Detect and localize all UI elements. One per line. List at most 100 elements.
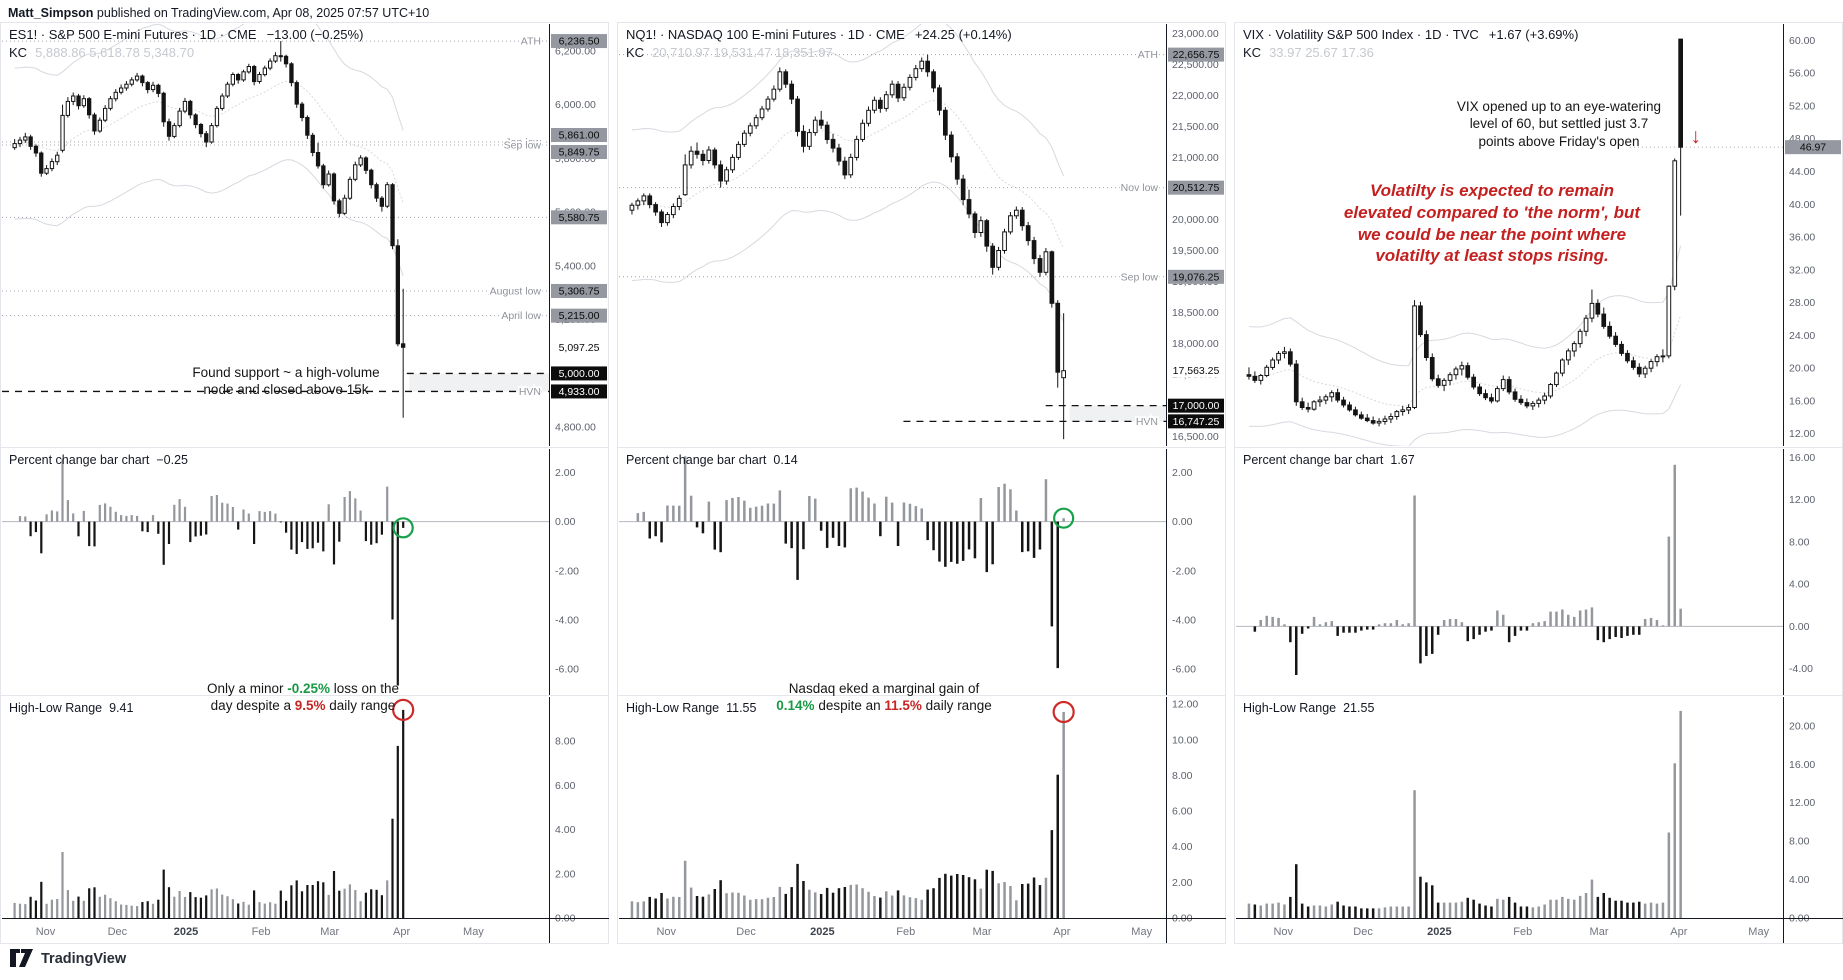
level-label: HVN bbox=[1136, 416, 1158, 428]
high-low-range-bar bbox=[56, 899, 59, 918]
tradingview-footer[interactable]: TradingView bbox=[10, 949, 126, 968]
high-low-range-bar bbox=[873, 896, 876, 918]
nq-high-low-range-canvas[interactable]: 12.00 10.00 8.00 6.00 4.00 2.00 0.00 Nov Dec 2025… bbox=[619, 697, 1226, 948]
nq-high-low-range-panel[interactable]: 12.00 10.00 8.00 6.00 4.00 2.00 0.00 Nov Dec 2025… bbox=[617, 696, 1226, 944]
candle bbox=[379, 197, 385, 207]
percent-change-bar bbox=[1436, 626, 1440, 635]
percent-change-bar bbox=[1366, 626, 1369, 630]
es-high-low-range-canvas[interactable]: 8.00 6.00 4.00 2.00 0.00 Nov Dec 2025 Feb Mar Apr M… bbox=[2, 697, 609, 948]
es-main-chart-canvas[interactable]: 4,800.005,000.005,200.005,400.005,600.00… bbox=[2, 2, 609, 451]
price-label-box bbox=[551, 384, 607, 399]
high-low-range-bar bbox=[263, 903, 266, 918]
candle bbox=[76, 95, 81, 107]
vix-high-low-range-panel[interactable]: 20.00 16.00 12.00 8.00 4.00 0.00 Nov Dec 2025 Feb… bbox=[1234, 696, 1843, 944]
candle bbox=[742, 132, 747, 145]
candle bbox=[17, 139, 23, 145]
price-label-box bbox=[1785, 140, 1841, 155]
nq-percent-change-panel[interactable]: 2.00 0.00 -2.00 -4.00 -6.00 Percent change b… bbox=[617, 448, 1226, 696]
high-low-range-bar bbox=[151, 903, 155, 918]
percent-change-bar bbox=[1537, 622, 1540, 627]
high-low-range-bar bbox=[1578, 895, 1582, 918]
es-main-chart-panel[interactable]: 4,800.005,000.005,200.005,400.005,600.00… bbox=[0, 2, 609, 451]
percent-change-bar bbox=[370, 521, 373, 545]
high-low-range-bar bbox=[247, 904, 250, 918]
high-low-range-bar bbox=[1265, 903, 1268, 918]
time-axis-label: Feb bbox=[252, 926, 271, 938]
percent-change-bar bbox=[18, 516, 22, 522]
high-low-range-bar bbox=[908, 897, 912, 918]
level-label: April low bbox=[501, 310, 541, 322]
candle bbox=[1672, 160, 1678, 287]
high-low-range-bar bbox=[295, 880, 298, 918]
percent-change-bar bbox=[707, 501, 711, 522]
nq-main-chart-panel[interactable]: 16,500.0017,000.0017,500.0018,000.0018,5… bbox=[617, 18, 1226, 451]
vix-percent-change-panel[interactable]: 16.00 12.00 8.00 4.00 0.00 -4.00 Percent chan… bbox=[1234, 448, 1843, 696]
level-label: Nov low bbox=[1121, 182, 1159, 194]
vix-main-chart-canvas[interactable]: 12.00 16.00 20.00 24.00 28.00 32.00 36.00 40.00… bbox=[1236, 24, 1843, 451]
percent-change-bar bbox=[701, 521, 705, 534]
high-low-range-bar bbox=[938, 877, 941, 918]
high-low-range-bar bbox=[18, 903, 22, 918]
high-low-range-bar bbox=[1537, 906, 1540, 918]
svg-text:8.00: 8.00 bbox=[1789, 536, 1810, 548]
high-low-range-bar bbox=[1513, 902, 1517, 918]
high-low-range-bar bbox=[1679, 710, 1682, 918]
time-axis-label: Dec bbox=[108, 926, 128, 938]
candle bbox=[1536, 399, 1542, 404]
es-percent-change-canvas[interactable]: 2.00 0.00 -2.00 -4.00 -6.00 bbox=[2, 449, 609, 700]
candle bbox=[901, 86, 907, 99]
percent-change-bar bbox=[719, 521, 722, 553]
svg-text:40.00: 40.00 bbox=[1789, 199, 1815, 211]
percent-change-bar bbox=[1312, 616, 1316, 627]
high-low-range-bar bbox=[1655, 903, 1659, 918]
candle bbox=[1477, 386, 1483, 395]
percent-change-bar bbox=[772, 503, 776, 522]
high-low-range-bar bbox=[660, 893, 663, 918]
time-axis-label: Nov bbox=[656, 926, 676, 938]
candle bbox=[665, 214, 670, 224]
vix-main-chart-panel[interactable]: 12.00 16.00 20.00 24.00 28.00 32.00 36.00 40.00… bbox=[1234, 22, 1843, 448]
percent-change-bar bbox=[1555, 611, 1558, 627]
es-percent-change-panel[interactable]: 2.00 0.00 -2.00 -4.00 -6.00 Percent change b… bbox=[0, 448, 609, 696]
percent-change-bar bbox=[183, 506, 187, 522]
svg-text:2.00: 2.00 bbox=[1172, 877, 1193, 889]
candle bbox=[801, 130, 806, 147]
high-low-range-bar bbox=[902, 895, 906, 918]
time-axis-label: Mar bbox=[973, 926, 992, 938]
candle bbox=[1014, 209, 1019, 217]
high-low-range-bar bbox=[194, 897, 197, 918]
nq-main-chart-canvas[interactable]: 16,500.0017,000.0017,500.0018,000.0018,5… bbox=[619, 18, 1226, 451]
svg-text:-6.00: -6.00 bbox=[555, 664, 579, 676]
high-low-range-bar bbox=[375, 889, 378, 918]
percent-change-bar bbox=[654, 521, 657, 537]
percent-change-bar bbox=[263, 511, 266, 522]
percent-change-bar bbox=[1342, 626, 1345, 633]
nq-percent-change-canvas[interactable]: 2.00 0.00 -2.00 -4.00 -6.00 bbox=[619, 449, 1226, 700]
high-low-range-bar bbox=[311, 885, 314, 918]
percent-change-bar bbox=[306, 521, 309, 549]
percent-change-bar bbox=[1602, 626, 1605, 643]
high-low-range-bar bbox=[642, 901, 645, 918]
vix-high-low-range-canvas[interactable]: 20.00 16.00 12.00 8.00 4.00 0.00 Nov Dec 2025 Feb… bbox=[1236, 697, 1843, 948]
high-low-range-bar bbox=[749, 899, 752, 918]
high-low-range-bar bbox=[967, 877, 971, 918]
time-axis-label: Apr bbox=[1670, 926, 1687, 938]
candle bbox=[1642, 367, 1648, 375]
percent-change-bar bbox=[731, 497, 734, 522]
candle bbox=[1542, 395, 1547, 401]
candle bbox=[1002, 231, 1007, 251]
price-label: 5,215.00 bbox=[559, 310, 600, 322]
candle bbox=[71, 95, 76, 102]
candle bbox=[188, 100, 193, 116]
high-low-range-bar bbox=[380, 895, 383, 918]
candle bbox=[872, 99, 877, 111]
percent-change-bar bbox=[1265, 615, 1268, 627]
high-low-range-bar bbox=[322, 882, 325, 918]
candle bbox=[836, 147, 842, 162]
candle bbox=[92, 114, 97, 132]
es-high-low-range-panel[interactable]: 8.00 6.00 4.00 2.00 0.00 Nov Dec 2025 Feb Mar Apr M… bbox=[0, 696, 609, 944]
vix-percent-change-canvas[interactable]: 16.00 12.00 8.00 4.00 0.00 -4.00 bbox=[1236, 449, 1843, 700]
level-label: ATH bbox=[1138, 49, 1158, 61]
high-low-range-bar bbox=[754, 899, 758, 918]
price-label: 4,933.00 bbox=[559, 386, 600, 398]
